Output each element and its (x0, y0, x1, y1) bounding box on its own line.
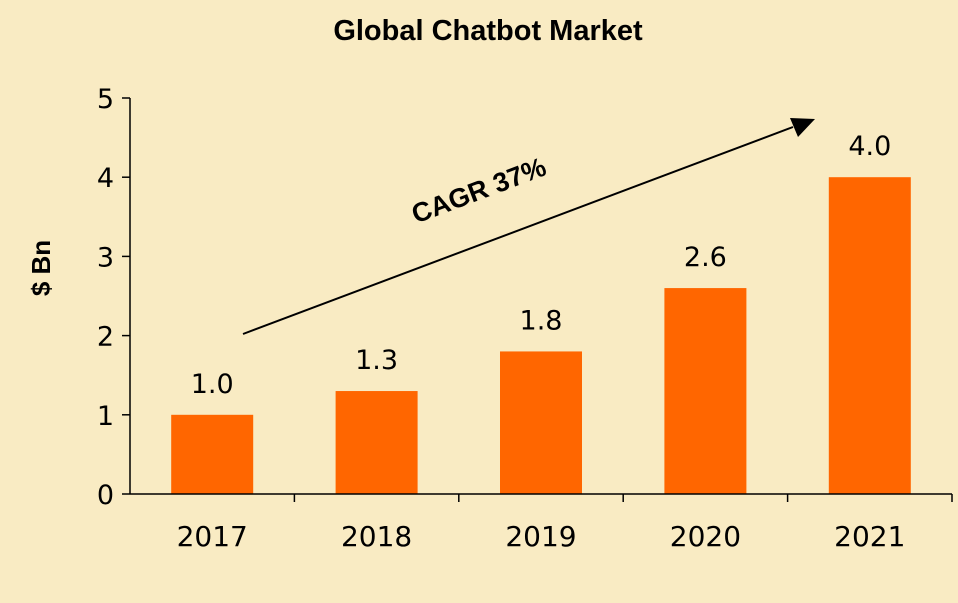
bar (335, 391, 418, 494)
y-tick-label: 1 (97, 401, 114, 432)
bar (828, 177, 911, 494)
x-tick-label: 2019 (505, 520, 576, 553)
data-label: 1.0 (191, 369, 234, 400)
data-label: 1.8 (520, 305, 563, 336)
data-label: 2.6 (684, 242, 727, 273)
y-axis-ticks: 0 1 2 3 4 5 (97, 84, 130, 511)
cagr-arrow (242, 118, 815, 335)
y-tick-label: 3 (97, 242, 114, 273)
x-tick-label: 2018 (341, 520, 412, 553)
cagr-arrow-head (790, 118, 815, 137)
chart-title: Global Chatbot Market (333, 15, 643, 47)
y-tick-label: 0 (97, 480, 114, 511)
bar (171, 414, 254, 494)
y-tick-label: 5 (97, 84, 114, 115)
x-axis-ticks: 2017 2018 2019 2020 2021 (177, 494, 953, 553)
x-tick-label: 2017 (177, 520, 248, 553)
data-labels: 1.0 1.3 1.8 2.6 4.0 (191, 131, 892, 400)
y-tick-label: 4 (97, 163, 114, 194)
x-tick-label: 2020 (670, 520, 741, 553)
cagr-arrow-line (242, 126, 794, 335)
data-label: 4.0 (848, 131, 891, 162)
bar (500, 351, 582, 494)
y-tick-label: 2 (97, 322, 114, 353)
bar (664, 288, 747, 494)
data-label: 1.3 (355, 345, 398, 376)
x-tick-label: 2021 (834, 520, 905, 553)
bar-series (171, 177, 911, 494)
cagr-annotation: CAGR 37% (408, 152, 551, 230)
y-axis-label: $ Bn (26, 240, 56, 296)
